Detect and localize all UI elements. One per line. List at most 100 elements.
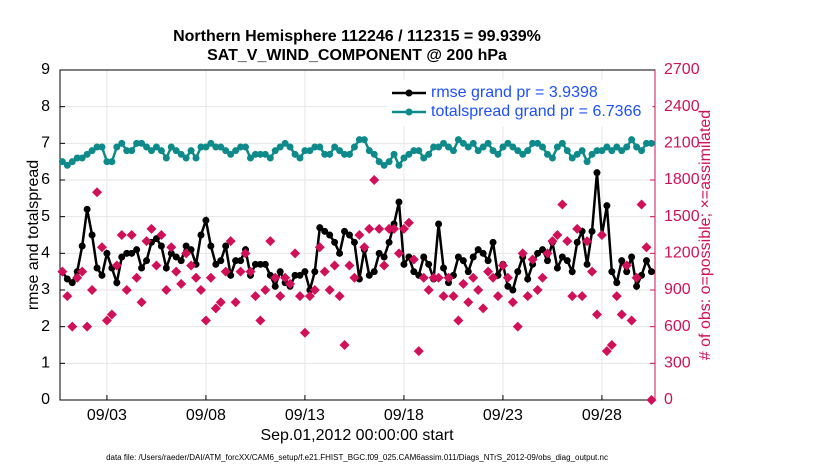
series-point [321,227,329,235]
series-point [370,150,378,158]
series-point [217,143,225,151]
obs-diamond [393,248,404,259]
obs-diamond [453,315,464,326]
obs-marker [82,321,93,332]
series-point [410,268,418,276]
series-point [568,154,576,162]
series-point [167,249,175,257]
series-point [345,150,353,158]
series-point [172,147,180,155]
obs-marker [448,291,459,302]
obs-marker [200,315,211,326]
series-point [628,253,636,261]
series-point [296,154,304,162]
legend-label: rmse grand pr = 3.9398 [431,84,598,101]
series-point [182,154,190,162]
obs-marker [329,260,340,271]
obs-marker [334,291,345,302]
obs-marker [111,260,122,271]
x-tick-label: 09/18 [384,407,424,424]
series-point [152,235,160,243]
series-point [642,139,650,147]
obs-diamond [334,291,345,302]
series-point [83,205,91,213]
series-point [539,143,547,151]
obs-marker [299,327,310,338]
obs-marker [374,223,385,234]
obs-diamond [403,217,414,228]
obs-marker [631,272,642,283]
series-point [494,150,502,158]
series-point [529,139,537,147]
series-point [642,257,650,265]
obs-marker [116,230,127,240]
series-point [425,260,433,268]
y2-tick-label: 600 [664,318,691,335]
series-point [63,275,71,283]
obs-diamond [572,223,583,234]
obs-marker [453,315,464,326]
y-axis-label: rmse and totalspread [25,160,42,310]
series-point [118,253,126,261]
series-point [113,143,121,151]
obs-diamond [111,260,122,271]
obs-diamond [62,291,73,302]
obs-diamond [463,297,474,308]
y2-tick-label: 300 [664,355,691,372]
obs-diamond [82,321,93,332]
obs-diamond [587,266,598,277]
series-point [152,143,160,151]
series-point [435,220,443,228]
series-point [380,253,388,261]
series-point [618,147,626,155]
series-point [68,158,76,166]
series-point [563,147,571,155]
obs-marker [265,236,276,247]
series-point [464,143,472,151]
obs-marker [389,223,400,234]
obs-marker [294,291,305,302]
series-point [449,147,457,155]
obs-marker [517,248,528,259]
y2-tick-label: 2400 [664,98,700,115]
series-point [390,150,398,158]
obs-diamond [260,285,271,295]
obs-diamond [136,297,147,308]
series-point [583,260,591,268]
obs-diamond [349,272,360,283]
obs-diamond [517,248,528,259]
obs-marker [403,217,414,228]
series-point [613,143,621,151]
obs-diamond [319,266,330,277]
series-point [232,257,240,265]
obs-marker [181,248,192,259]
series-point [603,143,611,151]
obs-diamond [195,285,206,295]
obs-diamond [166,242,177,253]
series-point [420,253,428,261]
obs-marker [492,291,503,302]
obs-diamond [176,278,187,289]
obs-diamond [87,285,98,295]
obs-diamond [215,297,226,308]
obs-marker [473,285,484,295]
y-tick-label: 5 [41,208,50,225]
obs-marker [96,242,107,253]
series-point [237,257,245,265]
obs-marker [507,297,518,308]
obs-marker [176,278,187,289]
y-tick-label: 3 [41,281,50,298]
obs-diamond [582,236,593,247]
obs-diamond [413,346,424,357]
series-point [608,268,616,276]
obs-marker [354,230,365,240]
obs-diamond [636,199,647,210]
obs-diamond [141,236,152,247]
obs-diamond [324,285,335,295]
obs-diamond [131,272,142,283]
obs-marker [319,266,330,277]
obs-diamond [547,236,558,247]
series-point [608,147,616,155]
obs-diamond [423,285,434,295]
